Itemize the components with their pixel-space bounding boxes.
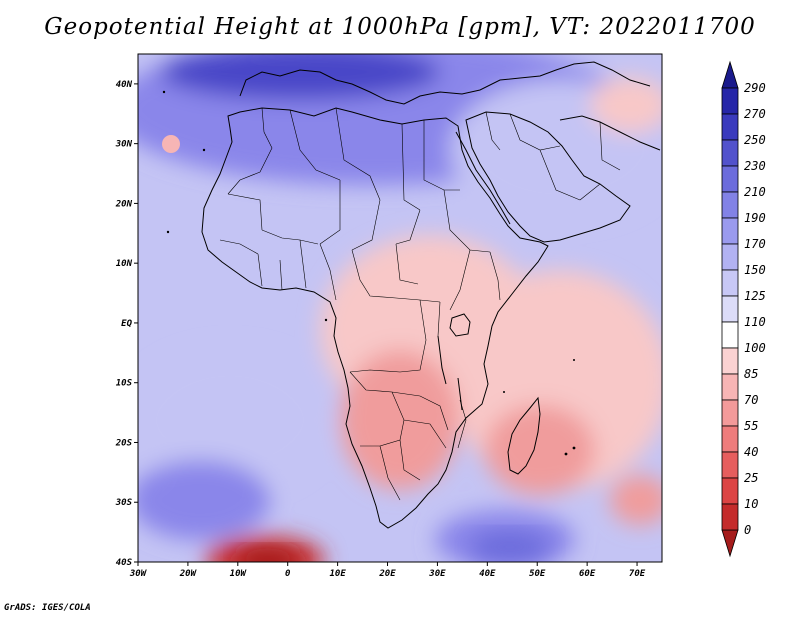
colorbar-box: [721, 295, 739, 323]
colorbar-box: [721, 373, 739, 401]
blob-far-southeast-low: [610, 475, 662, 525]
lon-tick-label: 20W: [179, 569, 198, 579]
colorbar-box: [721, 269, 739, 297]
border-lines-south: [349, 371, 467, 501]
colorbar-label: 190: [744, 211, 766, 225]
lat-tick-label: 20N: [115, 199, 133, 209]
colorbar-label: 100: [744, 341, 766, 355]
grads-credit: GrADS: IGES/COLA: [4, 603, 91, 613]
lon-tick-label: 60E: [579, 569, 596, 579]
colorbar-box: [721, 477, 739, 505]
colorbar-label: 230: [744, 159, 766, 173]
colorbar-box: [721, 113, 739, 141]
lon-tick-label: 20E: [378, 569, 396, 579]
border-lines-middle-east: [485, 111, 621, 201]
lat-tick-label: 10N: [116, 259, 133, 269]
lat-tick-label: 20S: [115, 438, 133, 448]
blob-south-atlantic-high: [138, 460, 270, 540]
lat-tick-label: 10S: [116, 379, 133, 389]
blob-mediterranean-high: [160, 54, 440, 100]
red-sea-coastline: [455, 131, 511, 225]
island-mauritius: [572, 446, 576, 450]
lon-tick-label: 50E: [529, 569, 546, 579]
africa-coastline: [201, 107, 549, 529]
map-frame: [137, 53, 663, 563]
lat-tick-label: 30N: [115, 140, 133, 150]
colorbar-label: 170: [744, 237, 766, 251]
blob-cape-core: [236, 548, 300, 562]
lat-tick-label: EQ: [121, 319, 132, 329]
colorbar-box: [721, 87, 739, 115]
colorbar-label: 40: [744, 445, 758, 459]
arabia-coastline: [465, 111, 631, 243]
blob-persia-low: [590, 77, 662, 133]
blob-azores-spot: [162, 135, 180, 153]
island-sao-tome: [324, 318, 328, 322]
colorbar-label: 0: [744, 523, 751, 537]
blob-madagascar-low: [485, 405, 595, 495]
lat-tick-label: 40N: [116, 80, 133, 90]
lake-victoria: [449, 313, 471, 337]
map-axes: 30W 20W 10W 0 10E 20E 30E 40E 50E 60E 70E 40N 30N 20N…: [115, 80, 646, 579]
lon-tick-label: 0: [285, 569, 291, 579]
border-lines-central: [319, 189, 501, 373]
colorbar-box: [721, 243, 739, 271]
islands: [162, 90, 576, 456]
lat-tick-label: 40S: [116, 558, 133, 568]
colorbar-label: 150: [744, 263, 766, 277]
colorbar-label: 250: [744, 133, 766, 147]
colorbar-box: [721, 165, 739, 193]
border-lines-west: [219, 193, 319, 291]
lon-tick-label: 40E: [479, 569, 496, 579]
colorbar-label: 10: [744, 497, 758, 511]
lon-tick-label: 30E: [428, 569, 446, 579]
lon-tick-label: 30W: [129, 569, 148, 579]
blob-southern-africa-low: [340, 350, 460, 490]
colorbar: 2902702502302101901701501251101008570554…: [721, 60, 766, 558]
colorbar-box: [721, 425, 739, 453]
island-madeira: [162, 90, 166, 94]
lake-tanganyika: [437, 335, 447, 385]
colorbar-label: 270: [744, 107, 766, 121]
lat-tick-label: 30S: [115, 498, 133, 508]
coastlines: [201, 61, 661, 529]
map-title: Geopotential Height at 1000hPa [gpm], VT…: [44, 14, 756, 40]
colorbar-box: [721, 191, 739, 219]
iran-coastline: [559, 115, 661, 151]
colorbar-label: 290: [744, 81, 766, 95]
colorbar-arrow-bottom: [721, 529, 739, 558]
colorbar-label: 70: [744, 393, 758, 407]
height-field: [138, 54, 662, 562]
island-canaries: [202, 148, 206, 152]
lon-tick-label: 70E: [629, 569, 646, 579]
colorbar-label: 25: [744, 471, 758, 485]
colorbar-box: [721, 217, 739, 245]
colorbar-label: 85: [744, 367, 758, 381]
colorbar-box: [721, 503, 739, 531]
colorbar-arrow-top: [721, 60, 739, 89]
colorbar-label: 210: [744, 185, 766, 199]
madagascar-coastline: [507, 396, 541, 475]
island-reunion: [564, 452, 568, 456]
europe-coastline: [239, 61, 651, 105]
colorbar-box: [721, 347, 739, 375]
colorbar-label: 110: [744, 315, 766, 329]
lon-tick-label: 10W: [230, 569, 248, 579]
blob-atlantic-high: [138, 350, 330, 490]
blob-southern-ocean-core: [470, 531, 550, 562]
island-seychelles: [573, 359, 575, 361]
colorbar-box: [721, 139, 739, 167]
border-lines-north: [227, 107, 460, 251]
island-cape-verde: [166, 230, 170, 234]
lon-tick-label: 10E: [329, 569, 346, 579]
country-borders: [219, 107, 621, 501]
colorbar-box: [721, 399, 739, 427]
colorbar-box: [721, 451, 739, 479]
colorbar-label: 55: [744, 419, 758, 433]
island-comoros: [503, 391, 505, 393]
colorbar-box: [721, 321, 739, 349]
colorbar-label: 125: [744, 289, 766, 303]
